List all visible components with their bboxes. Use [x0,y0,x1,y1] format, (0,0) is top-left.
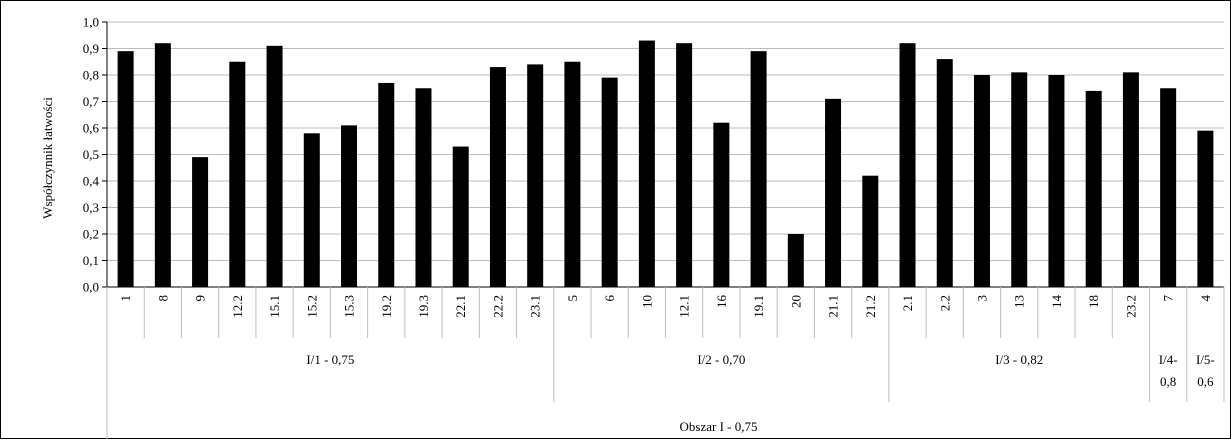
bar [1160,88,1177,287]
x-tick-label: 22.2 [490,295,505,318]
bar [750,51,767,288]
bar [1085,90,1102,288]
group-label: 0,8 [1160,374,1176,389]
bar [527,64,544,288]
bar [1048,75,1065,287]
x-tick-label: 10 [639,295,654,308]
y-tick-label: 0,5 [83,147,99,162]
x-tick-label: 6 [602,295,617,302]
bar [973,75,990,287]
area-label: Obszar I - 0,75 [680,419,758,434]
bar [452,146,469,287]
bar [1197,130,1214,287]
bar [936,59,953,287]
group-label: I/5- [1196,352,1215,367]
y-tick-label: 0,8 [83,68,99,83]
y-tick-label: 0,6 [83,121,100,136]
x-tick-label: 19.3 [416,295,431,318]
y-tick-label: 0,3 [83,200,99,215]
y-tick-label: 0,0 [83,280,99,295]
bar [1122,72,1139,287]
bar [154,43,171,288]
bar [415,88,432,287]
x-tick-label: 15.3 [342,295,357,318]
bar [601,77,618,288]
x-tick-label: 2.1 [900,295,915,311]
group-label: 0,6 [1197,374,1214,389]
bar [489,67,506,287]
y-axis-label: Współczynnik łatwości [40,97,55,219]
x-tick-label: 19.1 [751,295,766,318]
x-tick-label: 9 [193,295,208,302]
x-tick-label: 12.2 [230,295,245,318]
x-tick-label: 16 [714,295,729,309]
y-tick-label: 0,7 [83,94,100,109]
bar [266,45,283,287]
bar [303,133,320,287]
x-tick-label: 5 [565,295,580,302]
bar [378,82,395,287]
x-tick-label: 23.2 [1123,295,1138,318]
x-tick-label: 7 [1161,295,1176,302]
x-tick-label: 1 [118,295,133,302]
y-tick-label: 0,1 [83,253,99,268]
x-tick-label: 18 [1086,295,1101,308]
x-tick-label: 19.2 [379,295,394,318]
bar [192,157,209,287]
x-tick-label: 22.1 [453,295,468,318]
x-tick-label: 21.1 [826,295,841,318]
bar [899,43,916,288]
x-axis-groups: I/1 - 0,75 I/2 - 0,70 I/3 - 0,82 I/4- 0,8 I/5… [106,338,1225,439]
y-tick-label: 0,4 [83,174,100,189]
y-axis-ticks: 0,0 0,1 0,2 0,3 0,4 0,5 0,6 0,7 0,8 0,9 1,0 [83,15,108,295]
x-tick-label: 15.2 [304,295,319,318]
x-tick-label: 13 [1012,295,1027,308]
group-label: I/1 - 0,75 [306,352,354,367]
x-tick-label: 23.1 [528,295,543,318]
bars [117,40,1214,288]
x-tick-label: 2.2 [937,295,952,311]
bar [341,125,358,287]
bar [564,61,581,287]
x-tick-label: 15.1 [267,295,282,318]
bar [638,40,655,287]
bar [862,175,879,287]
x-tick-label: 3 [974,295,989,302]
y-tick-label: 1,0 [83,15,99,30]
y-tick-label: 0,2 [83,227,99,242]
group-label: I/3 - 0,82 [995,352,1043,367]
bar [713,122,730,287]
x-tick-label: 20 [788,295,803,308]
bar [117,51,134,288]
x-tick-label: 12.1 [677,295,692,318]
group-label: I/4- [1159,352,1178,367]
x-tick-label: 4 [1198,295,1213,302]
bar [676,43,693,288]
group-label: I/2 - 0,70 [697,352,745,367]
bar [825,98,842,287]
x-tick-label: 14 [1049,295,1064,309]
y-tick-label: 0,9 [83,41,99,56]
x-axis-categories: 1 8 9 12.2 15.1 15.2 15.3 19.2 19.3 22.1 22.2 23.1 5… [106,286,1225,338]
bar [787,234,804,287]
x-tick-label: 8 [155,295,170,302]
bar [1011,72,1028,287]
x-tick-label: 21.2 [863,295,878,318]
bar [229,61,246,287]
